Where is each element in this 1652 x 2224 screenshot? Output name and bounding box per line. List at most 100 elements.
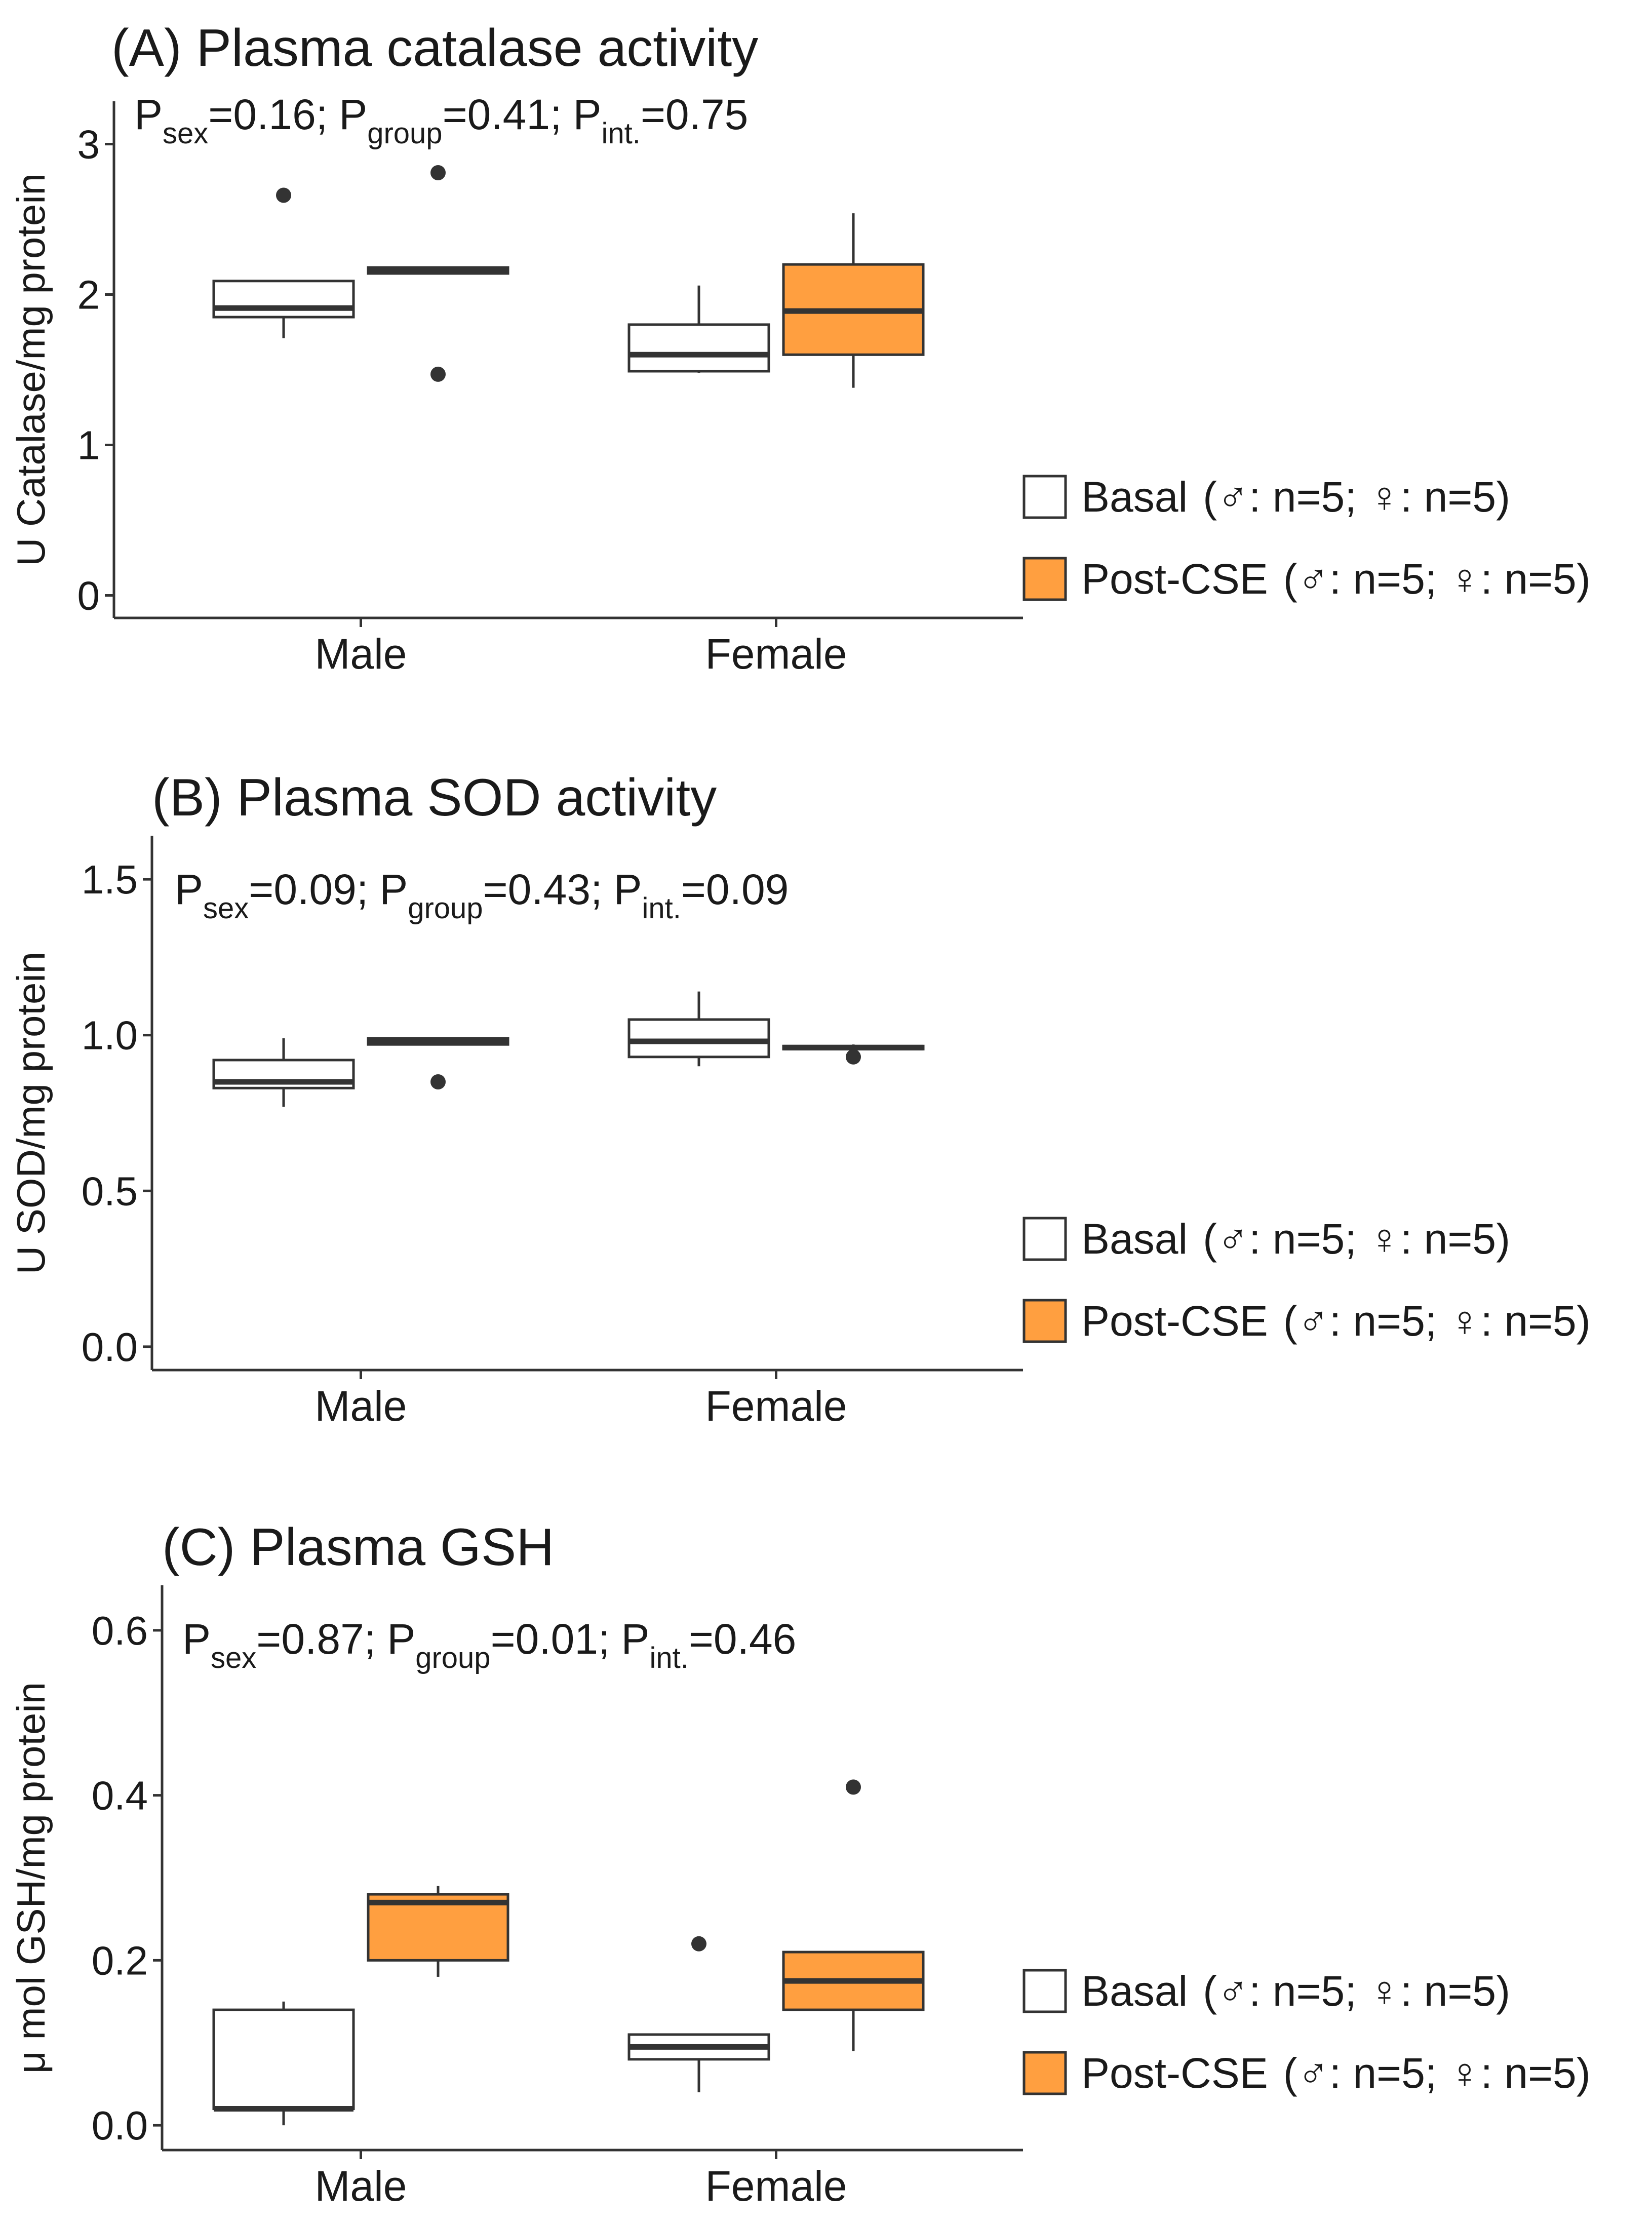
legend-detail: (♂: n=5; ♀: n=5) — [1203, 1967, 1510, 2015]
x-tick-label: Male — [314, 630, 407, 678]
box-basal-female — [627, 1936, 770, 2092]
y-tick-label: 0.2 — [92, 1938, 148, 1983]
outlier-point — [430, 366, 446, 382]
legend-label: Post-CSE — [1081, 555, 1268, 603]
box-iqr — [212, 2008, 355, 2111]
box-iqr — [627, 323, 770, 373]
pvalue-subscript: sex — [211, 1642, 256, 1674]
legend-entry: Basal (♂: n=5; ♀: n=5) — [1081, 1215, 1510, 1263]
pvalue-name: P — [573, 91, 601, 138]
box-post-cse-female — [782, 213, 925, 388]
pvalue-value: =0.75 — [641, 91, 749, 138]
legend-entry: Post-CSE (♂: n=5; ♀: n=5) — [1081, 2049, 1591, 2097]
legend-label: Basal — [1081, 473, 1188, 521]
pvalue-value: =0.41; — [443, 91, 562, 138]
box-basal-male — [212, 187, 355, 338]
pvalue-value: =0.87; — [256, 1615, 376, 1663]
pvalue-name: P — [387, 1615, 415, 1663]
y-tick-label: 0.4 — [92, 1773, 148, 1818]
outlier-point — [276, 187, 291, 203]
legend: Basal (♂: n=5; ♀: n=5) Post-CSE (♂: n=5; ♀:… — [1022, 473, 1591, 603]
y-tick-label: 1 — [77, 422, 100, 467]
outlier-point — [691, 1936, 706, 1952]
y-tick-label: 2 — [77, 272, 100, 318]
pvalue-value: =0.16; — [208, 91, 328, 138]
pvalue-name: P — [613, 866, 642, 913]
y-axis-label: U SOD/mg protein — [9, 952, 53, 1274]
pvalue-annotation: Psex=0.16; Pgroup=0.41; Pint.=0.75 — [134, 91, 748, 150]
y-axis-label: μ mol GSH/mg protein — [9, 1682, 53, 2074]
pvalue-annotation: Psex=0.87; Pgroup=0.01; Pint.=0.46 — [182, 1615, 796, 1674]
box-post-cse-male — [367, 1886, 509, 1977]
pvalue-subscript: group — [415, 1642, 490, 1674]
legend-label: Post-CSE — [1081, 1297, 1268, 1345]
pvalue-value: =0.09; — [249, 866, 368, 913]
pvalue-name: P — [339, 91, 367, 138]
legend: Basal (♂: n=5; ♀: n=5) Post-CSE (♂: n=5; ♀:… — [1022, 1215, 1591, 1345]
legend-swatch — [1022, 557, 1067, 601]
outlier-point — [430, 165, 446, 180]
legend-detail: (♂: n=5; ♀: n=5) — [1283, 555, 1591, 603]
pvalue-name: P — [621, 1615, 649, 1663]
pvalue-subscript: group — [408, 892, 483, 925]
outlier-point — [846, 1049, 861, 1065]
y-tick-label: 0.5 — [82, 1168, 138, 1214]
pvalue-subscript: sex — [163, 117, 208, 150]
legend-entry: Basal (♂: n=5; ♀: n=5) — [1081, 1967, 1510, 2015]
pvalue-subscript: sex — [203, 892, 249, 925]
y-axis-label: U Catalase/mg protein — [9, 173, 53, 566]
y-tick-label: 1.0 — [82, 1013, 138, 1058]
legend-swatch — [1022, 1217, 1067, 1261]
pvalue-value: =0.46 — [689, 1615, 797, 1663]
y-tick-label: 0 — [77, 573, 100, 618]
pvalue-name: P — [134, 91, 163, 138]
box-basal-male — [212, 1038, 355, 1107]
outlier-point — [846, 1779, 861, 1795]
legend-detail: (♂: n=5; ♀: n=5) — [1203, 473, 1510, 521]
pvalue-subscript: int. — [649, 1642, 688, 1674]
y-tick-label: 0.0 — [92, 2103, 148, 2148]
chart-title: (B) Plasma SOD activity — [152, 768, 717, 827]
legend-swatch — [1022, 1299, 1067, 1343]
pvalue-subscript: int. — [601, 117, 640, 150]
y-tick-label: 1.5 — [82, 857, 138, 902]
legend-entry: Basal (♂: n=5; ♀: n=5) — [1081, 473, 1510, 521]
legend-detail: (♂: n=5; ♀: n=5) — [1283, 2049, 1591, 2097]
pvalue-name: P — [379, 866, 408, 913]
pvalue-name: P — [182, 1615, 211, 1663]
legend-swatch — [1022, 475, 1067, 519]
pvalue-subscript: int. — [642, 892, 681, 925]
box-basal-female — [627, 991, 770, 1067]
box-post-cse-female — [782, 1779, 925, 2051]
legend-label: Post-CSE — [1081, 2049, 1268, 2097]
legend-label: Basal — [1081, 1215, 1188, 1263]
outlier-point — [430, 1074, 446, 1089]
legend-entry: Post-CSE (♂: n=5; ♀: n=5) — [1081, 555, 1591, 603]
pvalue-annotation: Psex=0.09; Pgroup=0.43; Pint.=0.09 — [175, 866, 789, 925]
y-tick-label: 0.0 — [82, 1324, 138, 1370]
box-basal-male — [212, 2001, 355, 2126]
legend-swatch — [1022, 1969, 1067, 2013]
box-basal-female — [627, 285, 770, 373]
pvalue-name: P — [175, 866, 203, 913]
x-tick-label: Female — [705, 1382, 847, 1430]
legend-detail: (♂: n=5; ♀: n=5) — [1203, 1215, 1510, 1263]
box-iqr — [627, 1018, 770, 1059]
chart-title: (A) Plasma catalase activity — [111, 19, 758, 77]
box-post-cse-male — [367, 1037, 509, 1089]
pvalue-value: =0.43; — [483, 866, 603, 913]
x-tick-label: Male — [314, 2162, 407, 2210]
pvalue-subscript: group — [367, 117, 442, 150]
chart-title: (C) Plasma GSH — [162, 1518, 554, 1577]
legend-detail: (♂: n=5; ♀: n=5) — [1283, 1297, 1591, 1345]
y-tick-label: 0.6 — [92, 1608, 148, 1653]
legend: Basal (♂: n=5; ♀: n=5) Post-CSE (♂: n=5; ♀:… — [1022, 1967, 1591, 2097]
legend-label: Basal — [1081, 1967, 1188, 2015]
pvalue-value: =0.01; — [491, 1615, 610, 1663]
pvalue-value: =0.09 — [681, 866, 789, 913]
y-tick-label: 3 — [77, 122, 100, 167]
